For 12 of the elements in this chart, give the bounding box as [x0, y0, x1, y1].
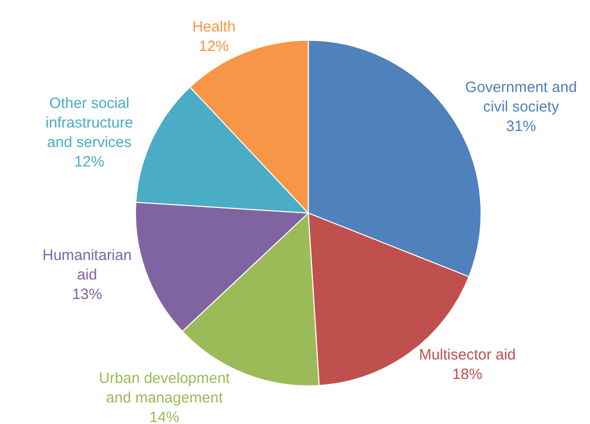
slice-label: Government and civil society: [465, 79, 577, 116]
slice-label: Health: [192, 18, 236, 36]
slice-label: Urban development and management: [98, 370, 231, 406]
slice-label: Other social infrastructure and services: [46, 94, 134, 151]
data-label: 13%: [72, 286, 102, 303]
data-label: 14%: [149, 408, 180, 424]
data-label: 18%: [452, 366, 482, 384]
slice-label: Multisector aid: [418, 346, 516, 364]
slice-label: Humanitarian aid: [42, 246, 132, 284]
data-label: 12%: [198, 38, 229, 55]
data-label: 31%: [506, 118, 536, 136]
data-label: 12%: [74, 153, 104, 170]
